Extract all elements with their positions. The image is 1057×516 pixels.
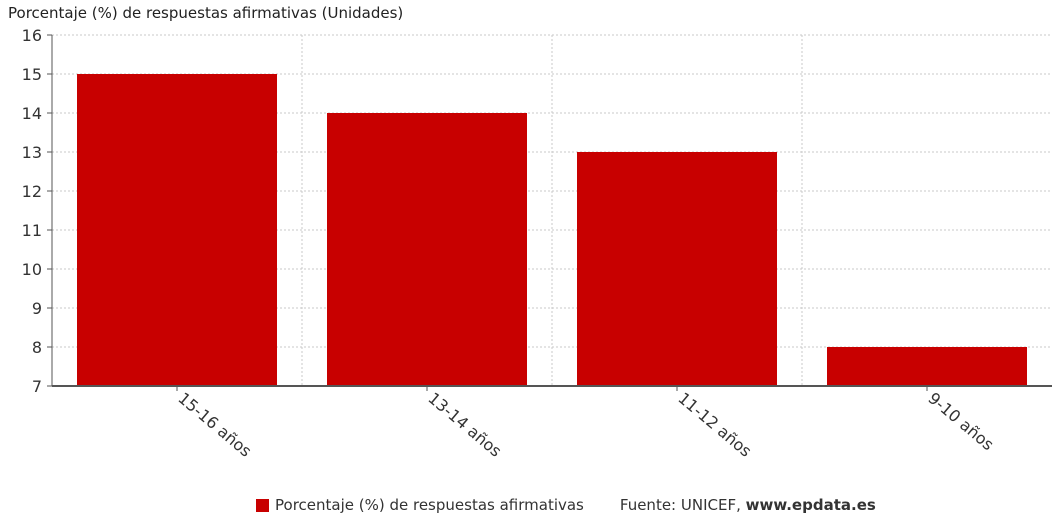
y-tick-label: 10 xyxy=(22,260,42,279)
legend-label: Porcentaje (%) de respuestas afirmativas xyxy=(275,496,584,514)
y-tick-label: 12 xyxy=(22,182,42,201)
source-label: Fuente: UNICEF, www.epdata.es xyxy=(620,496,876,514)
x-tick-label: 9-10 años xyxy=(924,389,997,455)
x-tick-label: 15-16 años xyxy=(174,389,255,461)
x-tick-label: 11-12 años xyxy=(674,389,755,461)
chart-title: Porcentaje (%) de respuestas afirmativas… xyxy=(8,4,404,22)
y-tick-label: 13 xyxy=(22,143,42,162)
bar-1 xyxy=(77,74,277,386)
y-tick-label: 16 xyxy=(22,26,42,45)
bar-chart: 7 8 9 10 11 12 13 14 15 16 15-16 años 13-14 años 11-… xyxy=(22,26,1052,461)
x-tick-label: 13-14 años xyxy=(424,389,505,461)
y-tick-label: 15 xyxy=(22,65,42,84)
source-link[interactable]: www.epdata.es xyxy=(745,496,876,514)
bar-4 xyxy=(827,347,1027,386)
legend: Porcentaje (%) de respuestas afirmativas… xyxy=(256,496,876,514)
legend-swatch xyxy=(256,498,269,512)
y-tick-label: 9 xyxy=(32,299,42,318)
source-text: Fuente: UNICEF, xyxy=(619,496,741,514)
y-tick-label: 11 xyxy=(22,221,42,240)
y-tick-label: 8 xyxy=(32,338,42,357)
y-tick-label: 7 xyxy=(32,377,42,396)
y-tick-label: 14 xyxy=(22,104,42,123)
bar-2 xyxy=(327,113,527,386)
bar-3 xyxy=(577,152,777,386)
